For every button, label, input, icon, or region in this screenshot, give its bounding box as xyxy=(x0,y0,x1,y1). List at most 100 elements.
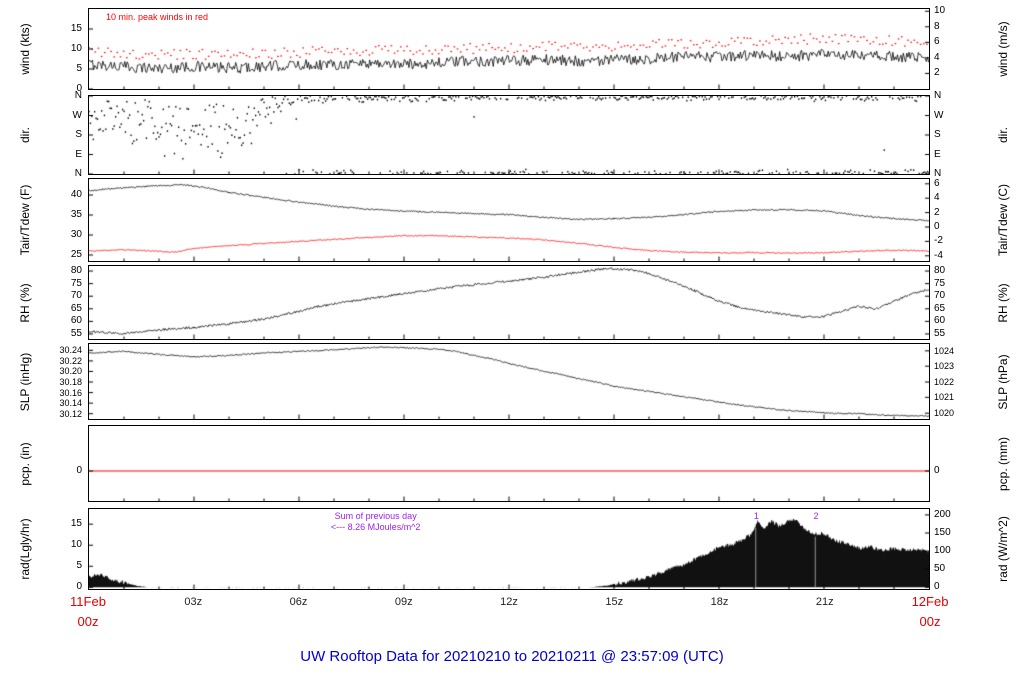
ytick-right-temp: -4 xyxy=(934,249,943,261)
ytick-left-temp: 40 xyxy=(70,189,82,200)
peak-winds-note: 10 min. peak winds in red xyxy=(106,12,209,22)
ytick-right-wind: 4 xyxy=(934,51,940,63)
ytick-left-slp: 30.20 xyxy=(59,366,82,377)
ytick-right-rad: 150 xyxy=(934,527,951,538)
axis-title-left-temp: Tair/Tdew (F) xyxy=(18,184,32,256)
rad-sum-annotation-line1: Sum of previous day xyxy=(334,511,417,521)
ytick-right-wind: 10 xyxy=(934,5,946,17)
rh-plot-canvas xyxy=(89,266,929,339)
ytick-right-temp: -2 xyxy=(934,235,943,247)
rad-plot-canvas xyxy=(89,509,929,589)
xtick-15z: 15z xyxy=(605,596,624,608)
panel-pcp xyxy=(88,425,930,502)
ytick-left-wind: 0 xyxy=(76,83,82,94)
ytick-right-dir: W xyxy=(934,109,944,121)
slp-plot-canvas xyxy=(89,344,929,419)
ytick-right-wind: 2 xyxy=(934,67,940,79)
ytick-left-wind: 5 xyxy=(76,63,82,74)
x-axis-end-label: 12Feb 00z xyxy=(912,592,949,632)
axis-title-left-slp: SLP (inHg) xyxy=(18,352,32,411)
ytick-right-wind: 8 xyxy=(934,20,940,32)
x-end-date: 12Feb xyxy=(911,594,949,609)
pcp-plot-canvas xyxy=(89,426,929,501)
ytick-right-rh: 60 xyxy=(934,315,946,327)
ytick-left-rad: 5 xyxy=(76,560,82,572)
xtick-06z: 06z xyxy=(289,596,308,608)
ytick-right-pcp: 0 xyxy=(934,465,940,476)
ytick-right-dir: E xyxy=(934,148,941,160)
ytick-left-wind: 10 xyxy=(70,43,82,54)
x-start-time: 00z xyxy=(77,614,99,629)
ytick-right-slp: 1021 xyxy=(934,392,955,403)
xtick-09z: 09z xyxy=(394,596,413,608)
axis-title-right-wind: wind (m/s) xyxy=(996,21,1010,77)
ytick-right-temp: 6 xyxy=(934,177,940,189)
axis-title-right-rad: rad (W/m^2) xyxy=(996,516,1010,582)
axis-title-right-pcp: pcp. (mm) xyxy=(996,436,1010,491)
ytick-right-temp: 4 xyxy=(934,192,940,204)
ytick-left-dir: S xyxy=(75,129,82,140)
ytick-right-rh: 80 xyxy=(934,265,946,277)
ytick-right-rh: 70 xyxy=(934,290,946,302)
panel-rh xyxy=(88,265,930,340)
panel-dir xyxy=(88,95,930,175)
ytick-left-rad: 15 xyxy=(70,518,82,530)
ytick-right-rad: 200 xyxy=(934,508,951,520)
ytick-left-rh: 75 xyxy=(70,277,82,289)
axis-title-right-rh: RH (%) xyxy=(996,282,1010,323)
ytick-right-rh: 65 xyxy=(934,302,946,314)
ytick-right-slp: 1022 xyxy=(934,377,955,388)
axis-title-left-pcp: pcp. (in) xyxy=(18,441,32,486)
ytick-right-rad: 0 xyxy=(934,581,940,593)
x-axis-start-label: 11Feb 00z xyxy=(70,592,106,632)
axis-title-right-temp: Tair/Tdew (C) xyxy=(996,183,1010,257)
ytick-left-dir: W xyxy=(72,109,82,121)
figure-title: UW Rooftop Data for 20210210 to 20210211… xyxy=(300,648,724,665)
ytick-left-temp: 25 xyxy=(70,249,82,260)
ytick-left-slp: 30.12 xyxy=(59,408,82,419)
ytick-right-rh: 75 xyxy=(934,277,946,289)
ytick-left-slp: 30.24 xyxy=(59,345,82,356)
axis-title-left-rad: rad(Lgly/hr) xyxy=(18,518,32,580)
ytick-left-dir: N xyxy=(74,168,82,179)
ytick-left-slp: 30.16 xyxy=(59,387,82,398)
ytick-left-rh: 70 xyxy=(70,290,82,302)
ytick-left-slp: 30.18 xyxy=(59,377,82,388)
ytick-right-temp: 2 xyxy=(934,206,940,218)
wind-plot-canvas xyxy=(89,9,929,89)
axis-title-left-wind: wind (kts) xyxy=(18,23,32,75)
ytick-right-rad: 100 xyxy=(934,545,951,557)
ytick-right-dir: N xyxy=(934,90,942,101)
dir-plot-canvas xyxy=(89,96,929,174)
ytick-right-rad: 50 xyxy=(934,563,946,575)
ytick-left-rh: 55 xyxy=(70,327,82,339)
rad-marker-2: 2 xyxy=(813,511,819,521)
panel-slp xyxy=(88,343,930,420)
ytick-left-slp: 30.14 xyxy=(59,398,82,409)
ytick-left-rh: 65 xyxy=(70,302,82,314)
rad-marker-1: 1 xyxy=(753,511,759,521)
axis-title-right-dir: dir. xyxy=(996,126,1010,144)
axis-title-left-rh: RH (%) xyxy=(18,282,32,323)
temp-plot-canvas xyxy=(89,179,929,261)
panel-temp xyxy=(88,178,930,262)
ytick-right-slp: 1020 xyxy=(934,408,955,419)
ytick-left-wind: 15 xyxy=(70,23,82,34)
x-start-date: 11Feb xyxy=(70,594,106,609)
ytick-left-temp: 30 xyxy=(70,229,82,240)
panel-rad xyxy=(88,508,930,590)
ytick-right-temp: 0 xyxy=(934,221,940,232)
xtick-12z: 12z xyxy=(500,596,518,608)
ytick-right-slp: 1023 xyxy=(934,361,955,372)
ytick-right-dir: N xyxy=(934,168,942,179)
ytick-left-rad: 0 xyxy=(76,581,82,593)
rad-sum-annotation-line2: <--- 8.26 MJoules/m^2 xyxy=(330,522,421,532)
ytick-left-temp: 35 xyxy=(70,209,82,220)
panel-wind xyxy=(88,8,930,90)
xtick-03z: 03z xyxy=(184,596,203,608)
axis-title-right-slp: SLP (hPa) xyxy=(996,353,1010,410)
x-end-time: 00z xyxy=(919,614,941,629)
ytick-left-rh: 80 xyxy=(70,265,82,277)
ytick-left-dir: E xyxy=(75,148,82,160)
